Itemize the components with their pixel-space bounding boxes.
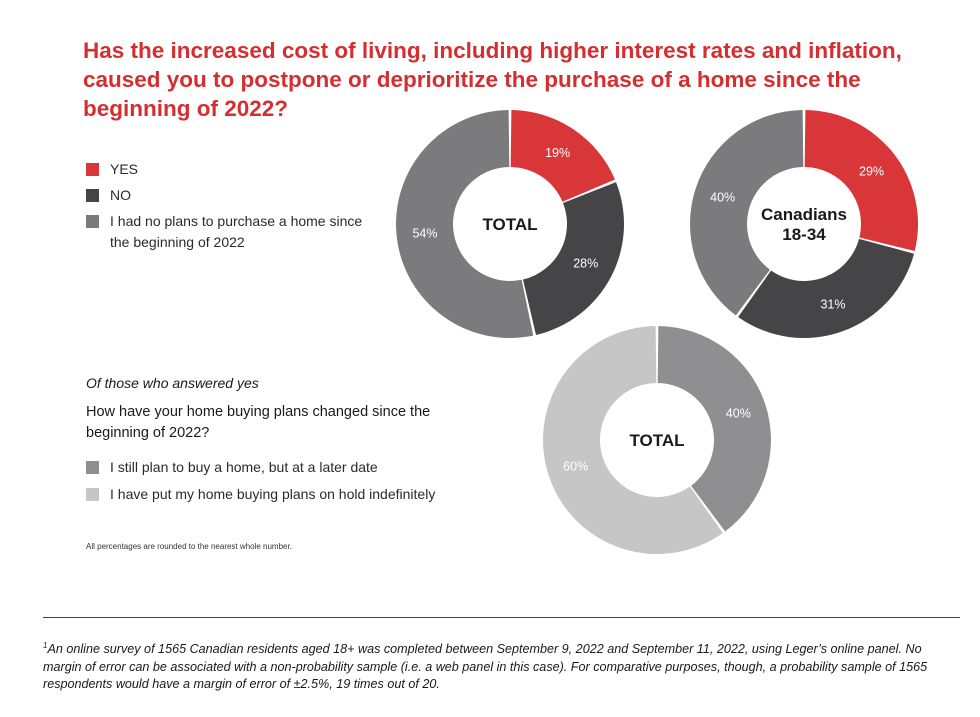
donut-slice-canadians-18-34-yes [804,110,918,251]
donut-slice-canadians-18-34-i-had-no-plans-to-purchase-a-hom [690,110,804,316]
donut-center-label-canadians-18-34: 18-34 [782,225,826,244]
donut-slice-label-total-yes: 19% [545,146,570,160]
donut-slice-label-total-no: 28% [573,257,598,271]
legend-label-yes: YES [110,161,139,177]
legend-swatch-on-hold [86,488,99,501]
legend-item-later-date: I still plan to buy a home, but at a lat… [86,457,486,478]
legend-swatch-yes [86,163,99,176]
donut-slice-followup-total-i-have-put-my-home-buying-plans- [543,326,723,554]
donut-chart-total: 19% 28% 54% TOTAL [396,110,624,338]
footnote-text: An online survey of 1565 Canadian reside… [43,642,928,692]
donut-slice-canadians-18-34-no [738,238,915,338]
legend-item-no-plans: I had no plans to purchase a home since … [86,211,366,253]
donut-slice-label-canadians-18-34-i-had-no-plans-to-purchase-a-hom: 40% [710,191,735,205]
sub-question: How have your home buying plans changed … [86,404,431,441]
legend-swatch-later-date [86,461,99,474]
chart-title: Has the increased cost of living, includ… [83,38,902,121]
donut-slice-followup-total-i-still-plan-to-buy-a-home-but-a [657,326,771,532]
footnote-marker: 1 [43,641,48,650]
donut-slice-label-total-i-had-no-plans-to-purchase-a-hom: 54% [412,226,437,240]
donut-slice-label-followup-total-i-still-plan-to-buy-a-home-but-a: 40% [726,407,751,421]
sub-intro: Of those who answered yes [86,375,259,391]
donut-slice-label-canadians-18-34-yes: 29% [859,165,884,179]
legend-item-yes: YES [86,159,366,180]
donut-center-label-total: TOTAL [482,215,537,234]
footnote: 1An online survey of 1565 Canadian resid… [43,637,963,694]
donut-slice-label-followup-total-i-have-put-my-home-buying-plans-: 60% [563,459,588,473]
donut-center-label-canadians-18-34: Canadians [761,205,847,224]
legend-label-no-plans: I had no plans to purchase a home since … [110,213,363,250]
legend-item-on-hold: I have put my home buying plans on hold … [86,484,486,505]
legend-label-on-hold: I have put my home buying plans on hold … [110,486,436,502]
legend-label-no: NO [110,187,131,203]
legend-swatch-no [86,189,99,202]
legend-followup: I still plan to buy a home, but at a lat… [86,457,486,511]
donut-slice-total-yes [510,110,615,202]
donut-center-label-followup-total: TOTAL [629,431,684,450]
legend-main: YES NO I had no plans to purchase a home… [86,159,366,258]
donut-slice-label-canadians-18-34-no: 31% [820,297,845,311]
donut-slice-total-no [522,182,624,335]
footnote-divider [43,617,960,618]
donut-slice-total-i-had-no-plans-to-purchase-a-hom [396,110,534,338]
legend-label-later-date: I still plan to buy a home, but at a lat… [110,459,378,475]
rounding-note: All percentages are rounded to the neare… [86,542,292,551]
donut-chart-followup-total: 40% 60% TOTAL [543,326,771,554]
legend-item-no: NO [86,185,366,206]
legend-swatch-no-plans [86,215,99,228]
